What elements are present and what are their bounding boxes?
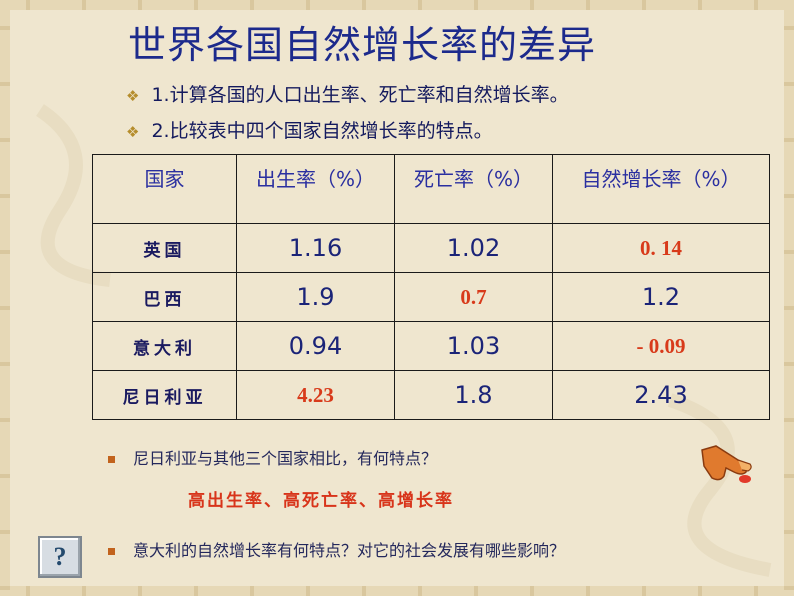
slide-title: 世界各国自然增长率的差异	[128, 23, 597, 67]
table-cell: 1.02	[394, 223, 553, 273]
square-bullet-icon	[108, 456, 115, 463]
column-header: 自然增长率（%）	[552, 154, 770, 224]
diamond-bullet-icon: ❖	[126, 87, 140, 105]
square-bullet-icon	[108, 548, 115, 555]
table-cell: 1.8	[394, 370, 553, 420]
table-header-row: 国家 出生率（%） 死亡率（%） 自然增长率（%）	[92, 154, 770, 224]
answer-text: 高出生率、高死亡率、高增长率	[188, 491, 454, 511]
table-cell: 0.94	[236, 321, 395, 371]
watermark-decoration	[667, 393, 772, 577]
right-border	[784, 0, 794, 596]
table-cell: 2.43	[552, 370, 770, 420]
table-row: 英国 1.16 1.02 0. 14	[92, 223, 770, 273]
bottom-border	[0, 586, 794, 596]
bullet-text: 2.比较表中四个国家自然增长率的特点。	[151, 120, 493, 142]
country-cell: 巴西	[92, 272, 237, 322]
table-cell: 0.7	[394, 272, 553, 322]
diamond-bullet-icon: ❖	[126, 123, 140, 141]
pointing-hand-icon[interactable]	[698, 442, 754, 486]
question-text: 意大利的自然增长率有何特点？对它的社会发展有哪些影响？	[133, 541, 566, 560]
table-cell: 1.9	[236, 272, 395, 322]
population-table: 国家 出生率（%） 死亡率（%） 自然增长率（%） 英国 1.16 1.02 0…	[92, 154, 770, 420]
question-icon: ?	[53, 542, 67, 571]
table-row: 尼日利亚 4.23 1.8 2.43	[92, 370, 770, 420]
table-cell: 4.23	[236, 370, 395, 420]
question-item: 意大利的自然增长率有何特点？对它的社会发展有哪些影响？	[108, 537, 565, 561]
column-header: 国家	[92, 154, 237, 224]
country-cell: 意大利	[92, 321, 237, 371]
help-button[interactable]: ?	[38, 536, 82, 578]
left-border	[0, 0, 10, 596]
table-row: 巴西 1.9 0.7 1.2	[92, 272, 770, 322]
bullet-item: ❖ 2.比较表中四个国家自然增长率的特点。	[126, 116, 493, 143]
question-text: 尼日利亚与其他三个国家相比，有何特点？	[133, 449, 438, 468]
table-cell: 1.2	[552, 272, 770, 322]
bullet-item: ❖ 1.计算各国的人口出生率、死亡率和自然增长率。	[126, 80, 569, 107]
table-cell: 1.03	[394, 321, 553, 371]
top-border	[0, 0, 794, 10]
bullet-text: 1.计算各国的人口出生率、死亡率和自然增长率。	[151, 84, 569, 106]
country-cell: 英国	[92, 223, 237, 273]
table-cell: 0. 14	[552, 223, 770, 273]
table-cell: 1.16	[236, 223, 395, 273]
table-row: 意大利 0.94 1.03 - 0.09	[92, 321, 770, 371]
watermark-decoration	[35, 104, 111, 287]
country-cell: 尼日利亚	[92, 370, 237, 420]
table-cell: - 0.09	[552, 321, 770, 371]
column-header: 死亡率（%）	[394, 154, 553, 224]
question-item: 尼日利亚与其他三个国家相比，有何特点？	[108, 445, 437, 469]
column-header: 出生率（%）	[236, 154, 395, 224]
